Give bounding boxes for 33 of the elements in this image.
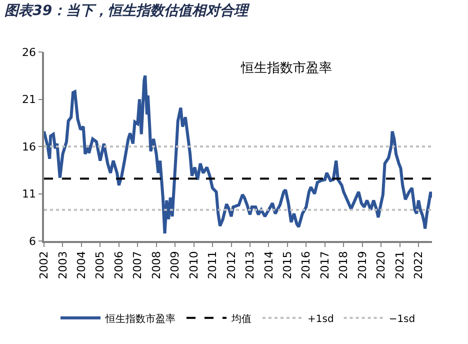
line-series (44, 74, 432, 235)
x-tick-label: 2013 (244, 251, 257, 280)
y-tick-label: 16 (22, 140, 36, 154)
x-tick-label: 2010 (187, 251, 200, 280)
y-tick-label: 11 (22, 188, 36, 201)
x-tick-label: 2018 (337, 251, 350, 280)
x-tick-label: 2003 (56, 251, 70, 280)
x-tick-label: 2015 (281, 251, 294, 280)
x-tick-label: 2002 (38, 251, 51, 280)
x-tick-label: 2021 (393, 251, 406, 280)
x-tick-label: 2005 (94, 251, 107, 280)
y-tick-label: 21 (22, 93, 36, 106)
legend-label: +1sd (308, 314, 334, 325)
y-tick-label: 26 (22, 46, 36, 59)
x-tick-label: 2004 (75, 251, 88, 280)
y-tick-label: 6 (29, 234, 36, 248)
legend-label: 均值 (230, 312, 252, 325)
x-tick-label: 2016 (300, 251, 313, 280)
legend-label: −1sd (388, 314, 416, 325)
x-tick-label: 2022 (412, 251, 426, 280)
x-tick-label: 2014 (262, 251, 276, 280)
x-tick-label: 2020 (374, 251, 388, 280)
x-tick-label: 2007 (131, 251, 144, 280)
chart-title: 图表39：当下，恒生指数估值相对合理 (4, 2, 250, 19)
x-tick-label: 2019 (356, 251, 369, 280)
x-tick-label: 2006 (112, 251, 126, 280)
annotation: 恒生指数市盈率 (240, 60, 332, 76)
x-tick-label: 2009 (168, 251, 182, 280)
x-tick-label: 2008 (150, 251, 163, 280)
x-tick-label: 2011 (206, 251, 220, 280)
x-tick-label: 2017 (318, 251, 332, 280)
legend-label: 恒生指数市盈率 (104, 312, 176, 325)
x-tick-label: 2012 (224, 251, 238, 280)
